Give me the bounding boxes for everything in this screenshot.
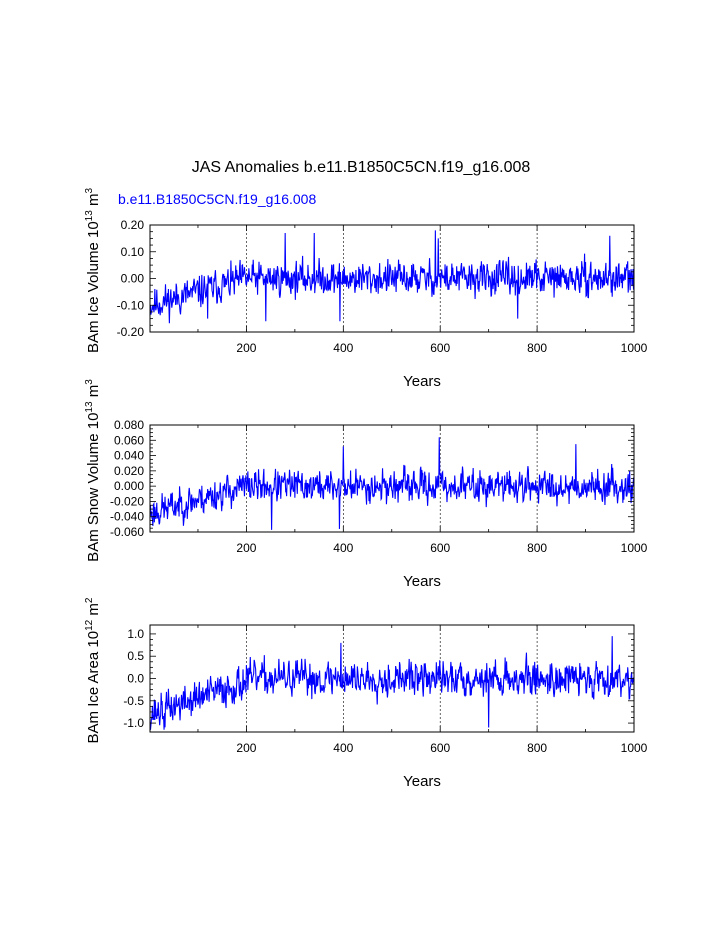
y-tick-label: 0.020 [114, 464, 144, 478]
series-label: b.e11.B1850C5CN.f19_g16.008 [118, 191, 316, 207]
y-axis-label-exponent: 12 [84, 619, 95, 631]
y-tick-label: 0.5 [127, 649, 144, 663]
y-axis-label: BAm Ice Area 1012 m2 [84, 597, 102, 743]
y-axis-label-exponent: 2 [84, 597, 95, 603]
y-tick-label: -0.20 [117, 325, 145, 339]
y-axis-label-text: BAm Ice Volume 10 [85, 221, 102, 353]
y-axis-label-exponent: 3 [84, 188, 95, 194]
series-line [149, 636, 635, 730]
y-tick-label: -0.10 [117, 298, 145, 312]
y-tick-label: 0.040 [114, 449, 144, 463]
x-tick-label: 200 [236, 741, 256, 755]
x-tick-label: 600 [430, 541, 450, 555]
y-axis-label-exponent: 3 [84, 379, 95, 385]
series-line [149, 437, 635, 530]
x-tick-label: 1000 [621, 541, 648, 555]
y-axis-label-text: BAm Snow Volume 10 [85, 413, 102, 562]
y-axis-label-text: m [85, 194, 102, 211]
y-tick-label: 0.080 [114, 418, 144, 432]
x-axis-label: Years [403, 773, 441, 790]
x-tick-label: 800 [527, 541, 547, 555]
chart-panel-3: 200 400 600 800 1000 -1.0 -0.5 0.0 0.5 1.0 Years BA… [84, 597, 648, 790]
y-tick-label: 1.0 [127, 627, 144, 641]
y-axis-label-exponent: 13 [84, 401, 95, 413]
y-axis-label-text: BAm Ice Area 10 [85, 631, 102, 744]
y-tick-label: -0.5 [123, 694, 144, 708]
chart-panel-2: 200 400 600 800 1000-0.060-0.040-0.0200.0000… [84, 379, 648, 590]
y-axis-label: BAm Snow Volume 1013 m3 [84, 379, 102, 562]
x-tick-label: 1000 [621, 741, 648, 755]
y-axis-label: BAm Ice Volume 1013 m3 [84, 188, 102, 354]
x-tick-label: 400 [333, 741, 353, 755]
y-tick-label: 0.0 [127, 672, 144, 686]
y-axis-label-text: m [85, 385, 102, 402]
y-tick-label: -0.060 [110, 525, 144, 539]
x-tick-label: 200 [236, 541, 256, 555]
chart-panels: 200 400 600 800 1000 -0.20 -0.10 0.00 0.10 0.20 Ye… [84, 188, 648, 790]
x-axis-label: Years [403, 573, 441, 590]
y-tick-label: 0.060 [114, 433, 144, 447]
x-tick-label: 800 [527, 341, 547, 355]
y-tick-label: -0.040 [110, 510, 144, 524]
x-tick-label: 400 [333, 541, 353, 555]
x-tick-label: 600 [430, 341, 450, 355]
y-tick-label: 0.00 [121, 272, 145, 286]
y-tick-label: 0.10 [121, 245, 145, 259]
main-title: JAS Anomalies b.e11.B1850C5CN.f19_g16.00… [192, 159, 531, 176]
y-axis-label-text: m [85, 603, 102, 620]
x-tick-label: 800 [527, 741, 547, 755]
x-tick-label: 600 [430, 741, 450, 755]
x-axis-label: Years [403, 373, 441, 390]
y-tick-label: 0.20 [121, 218, 145, 232]
y-tick-label: -1.0 [123, 716, 144, 730]
x-tick-label: 200 [236, 341, 256, 355]
y-tick-label: 0.000 [114, 479, 144, 493]
y-tick-label: -0.020 [110, 494, 144, 508]
series-line [149, 230, 635, 324]
y-axis-label-exponent: 13 [84, 210, 95, 222]
x-tick-label: 400 [333, 341, 353, 355]
chart-panel-1: 200 400 600 800 1000 -0.20 -0.10 0.00 0.10 0.20 Ye… [84, 188, 648, 390]
x-tick-label: 1000 [621, 341, 648, 355]
